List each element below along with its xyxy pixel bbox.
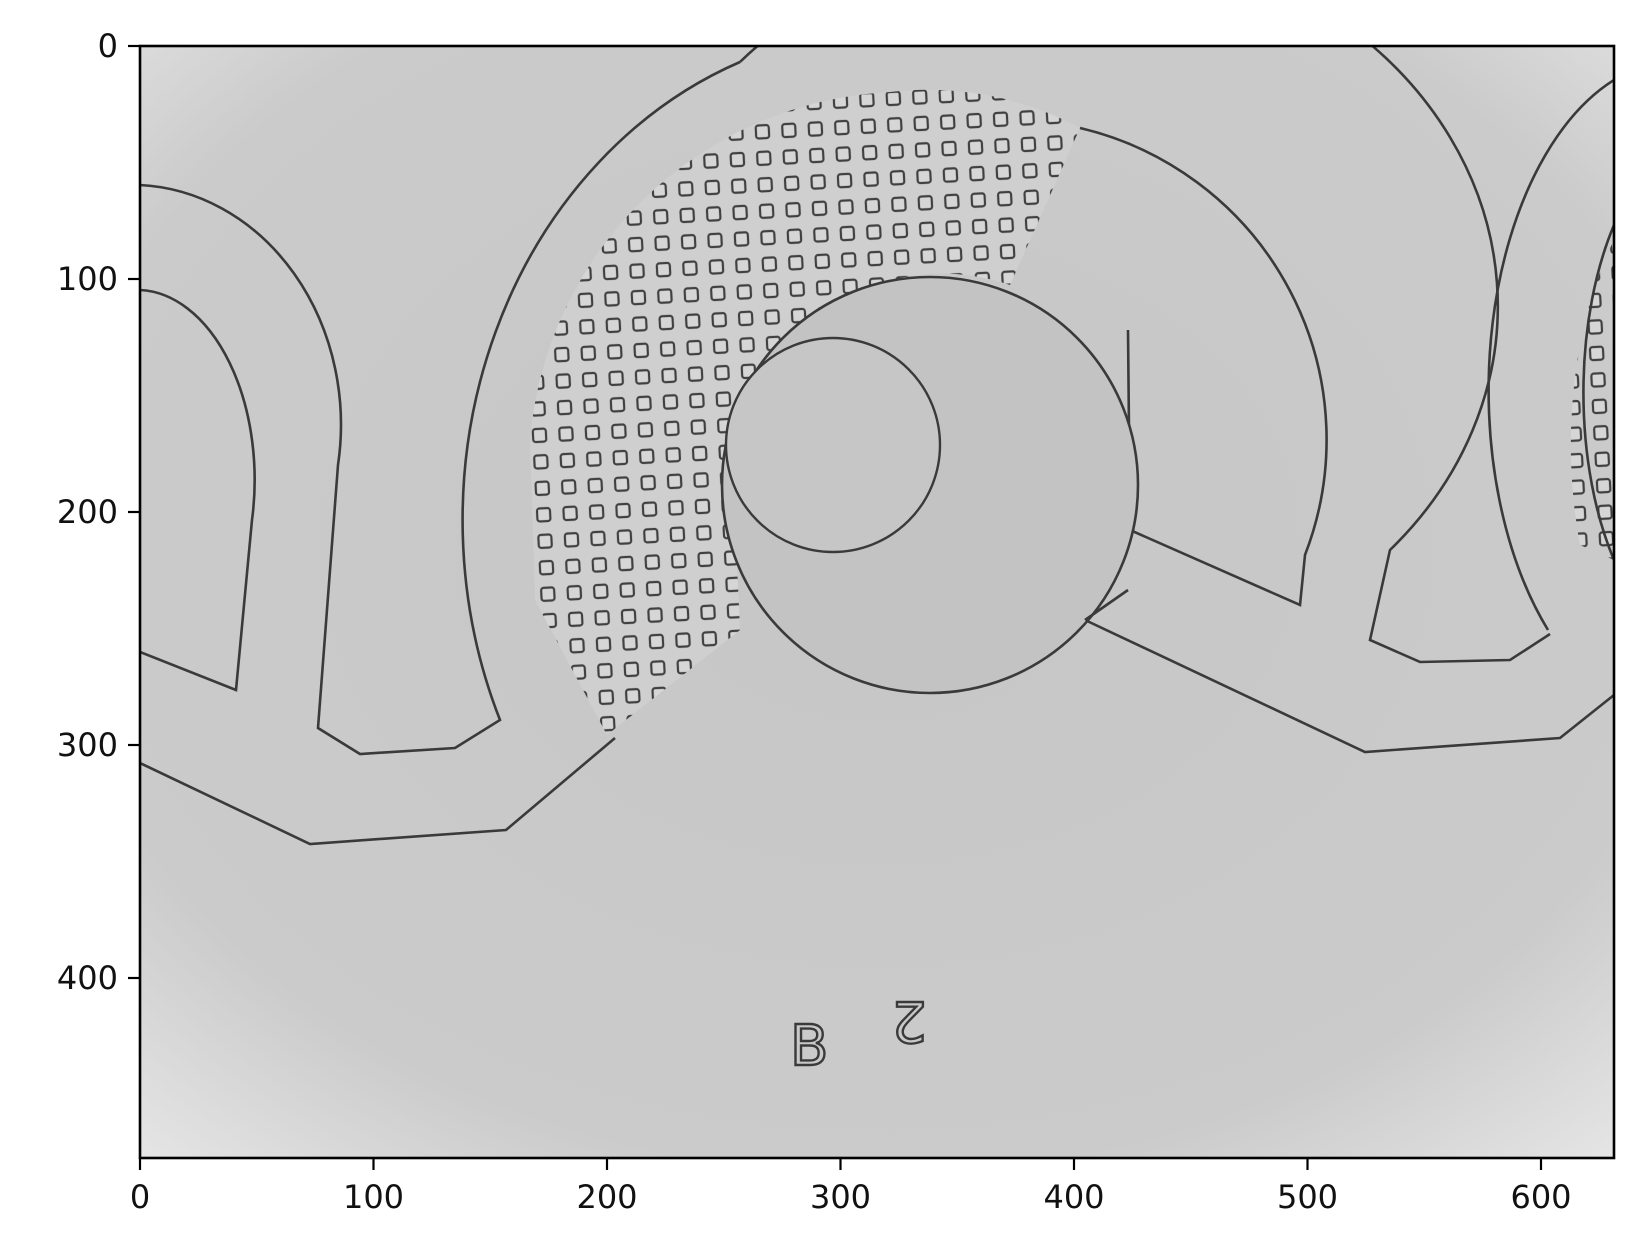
x-tick-label: 200 <box>576 1178 637 1216</box>
y-axis: 0 100 200 300 400 <box>57 27 140 997</box>
x-tick-label: 300 <box>810 1178 871 1216</box>
y-tick-label: 0 <box>98 27 118 65</box>
x-tick-label: 500 <box>1277 1178 1338 1216</box>
engraved-letter: B <box>790 1014 828 1079</box>
microscope-image: B 2 <box>140 46 1614 1158</box>
plot-frame <box>138 44 1616 1160</box>
y-tick-label: 100 <box>57 260 118 298</box>
engraved-digit: 2 <box>891 988 927 1053</box>
x-tick-label: 0 <box>130 1178 150 1216</box>
channel-outlines <box>140 46 1614 846</box>
x-tick-label: 100 <box>343 1178 404 1216</box>
inner-chamber <box>724 336 942 554</box>
y-tick-label: 300 <box>57 726 118 764</box>
x-tick-label: 400 <box>1043 1178 1104 1216</box>
y-tick-label: 400 <box>57 959 118 997</box>
right-square-grid-fragment <box>1570 240 1614 560</box>
x-tick-label: 600 <box>1510 1178 1571 1216</box>
y-tick-label: 200 <box>57 493 118 531</box>
x-axis: 0 100 200 300 400 500 600 <box>130 1158 1572 1216</box>
